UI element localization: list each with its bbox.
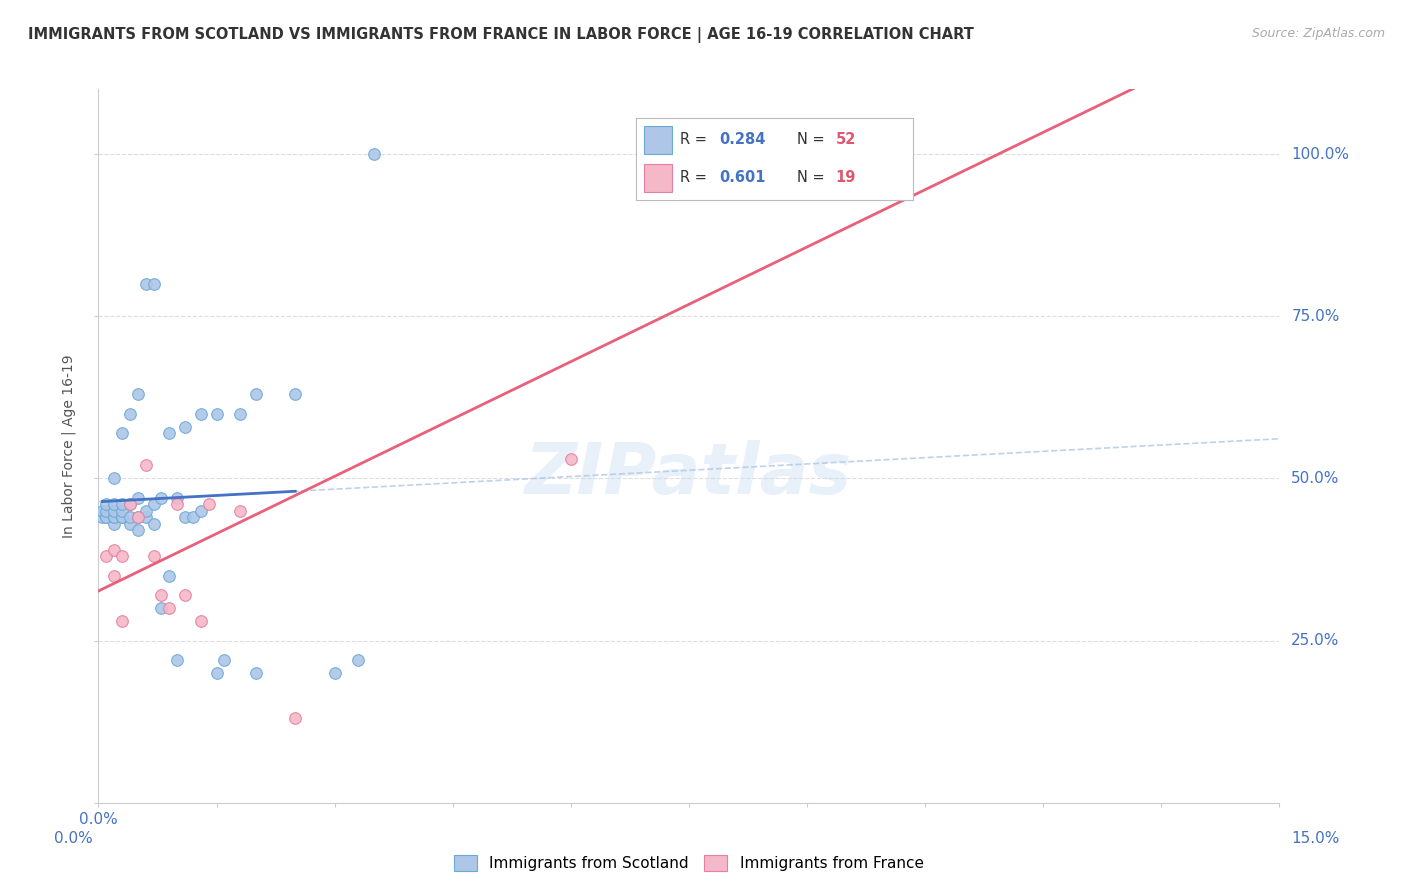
Point <box>166 653 188 667</box>
Text: ZIPatlas: ZIPatlas <box>526 440 852 509</box>
Point <box>127 387 149 401</box>
Point <box>214 653 236 667</box>
Point <box>245 387 267 401</box>
Point <box>127 491 149 505</box>
Point <box>142 497 165 511</box>
Point <box>103 504 125 518</box>
Text: 0.0%: 0.0% <box>53 831 93 847</box>
Point <box>135 277 157 291</box>
Text: 75.0%: 75.0% <box>1291 309 1340 324</box>
Point <box>190 407 212 421</box>
Point <box>135 510 157 524</box>
Point <box>111 614 134 628</box>
Text: IMMIGRANTS FROM SCOTLAND VS IMMIGRANTS FROM FRANCE IN LABOR FORCE | AGE 16-19 CO: IMMIGRANTS FROM SCOTLAND VS IMMIGRANTS F… <box>28 27 974 43</box>
Point <box>560 452 582 467</box>
Point <box>111 497 134 511</box>
Point <box>284 711 307 725</box>
Y-axis label: In Labor Force | Age 16-19: In Labor Force | Age 16-19 <box>60 354 76 538</box>
Point <box>363 147 385 161</box>
Point <box>103 542 125 557</box>
Text: 15.0%: 15.0% <box>1291 831 1340 847</box>
Point <box>150 491 173 505</box>
Point <box>150 588 173 602</box>
Point <box>205 407 228 421</box>
Point <box>118 497 141 511</box>
Point <box>91 510 114 524</box>
Point <box>91 504 114 518</box>
Point <box>181 510 204 524</box>
Point <box>96 510 118 524</box>
Text: Source: ZipAtlas.com: Source: ZipAtlas.com <box>1251 27 1385 40</box>
Point <box>103 497 125 511</box>
Point <box>174 510 197 524</box>
Point <box>229 504 252 518</box>
Point <box>103 510 125 524</box>
Point <box>190 504 212 518</box>
Point <box>103 516 125 531</box>
Point <box>190 614 212 628</box>
Point <box>118 407 141 421</box>
Point <box>111 510 134 524</box>
Point <box>245 666 267 681</box>
Point <box>127 524 149 538</box>
Point <box>118 510 141 524</box>
Point <box>96 549 118 564</box>
Point <box>103 471 125 485</box>
Point <box>96 497 118 511</box>
Text: 50.0%: 50.0% <box>1291 471 1340 486</box>
Point <box>157 601 180 615</box>
Point <box>150 601 173 615</box>
Point <box>347 653 370 667</box>
Point <box>111 504 134 518</box>
Point <box>174 419 197 434</box>
Point <box>166 491 188 505</box>
Point <box>284 387 307 401</box>
Point <box>103 510 125 524</box>
Point <box>103 568 125 582</box>
Point <box>96 504 118 518</box>
Point <box>142 516 165 531</box>
Point <box>323 666 346 681</box>
Point <box>678 147 700 161</box>
Point <box>111 549 134 564</box>
Point <box>127 510 149 524</box>
Point <box>118 497 141 511</box>
Point <box>229 407 252 421</box>
Point <box>142 549 165 564</box>
Point <box>96 510 118 524</box>
Point <box>127 510 149 524</box>
Point <box>111 510 134 524</box>
Legend: Immigrants from Scotland, Immigrants from France: Immigrants from Scotland, Immigrants fro… <box>449 849 929 877</box>
Point <box>157 425 180 440</box>
Point <box>118 516 141 531</box>
Point <box>157 568 180 582</box>
Point <box>111 425 134 440</box>
Point <box>142 277 165 291</box>
Point <box>197 497 219 511</box>
Point <box>135 458 157 473</box>
Point <box>205 666 228 681</box>
Point <box>135 504 157 518</box>
Point <box>174 588 197 602</box>
Point <box>166 497 188 511</box>
Text: 25.0%: 25.0% <box>1291 633 1340 648</box>
Text: 100.0%: 100.0% <box>1291 146 1350 161</box>
